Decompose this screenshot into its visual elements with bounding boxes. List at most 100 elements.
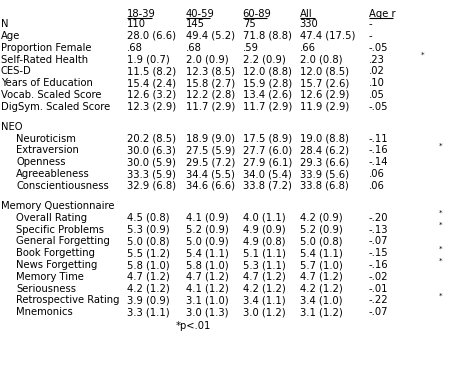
Text: 4.2 (1.2): 4.2 (1.2) <box>300 284 342 294</box>
Text: 4.1 (0.9): 4.1 (0.9) <box>186 213 228 223</box>
Text: 34.6 (6.6): 34.6 (6.6) <box>186 181 235 191</box>
Text: Agreeableness: Agreeableness <box>16 169 90 179</box>
Text: 20.2 (8.5): 20.2 (8.5) <box>127 134 176 144</box>
Text: 4.7 (1.2): 4.7 (1.2) <box>127 272 170 282</box>
Text: 3.0 (1.2): 3.0 (1.2) <box>243 307 285 317</box>
Text: 4.0 (1.1): 4.0 (1.1) <box>243 213 285 223</box>
Text: *: * <box>438 246 442 252</box>
Text: 12.0 (8.5): 12.0 (8.5) <box>300 66 348 76</box>
Text: 30.0 (5.9): 30.0 (5.9) <box>127 157 176 167</box>
Text: 28.0 (6.6): 28.0 (6.6) <box>127 31 176 41</box>
Text: 3.4 (1.0): 3.4 (1.0) <box>300 296 342 306</box>
Text: 5.8 (1.0): 5.8 (1.0) <box>127 260 170 270</box>
Text: 4.9 (0.9): 4.9 (0.9) <box>243 225 285 235</box>
Text: 27.9 (6.1): 27.9 (6.1) <box>243 157 292 167</box>
Text: 2.2 (0.9): 2.2 (0.9) <box>243 55 285 64</box>
Text: .68: .68 <box>186 43 201 53</box>
Text: 4.2 (1.2): 4.2 (1.2) <box>243 284 285 294</box>
Text: 12.0 (8.8): 12.0 (8.8) <box>243 66 292 76</box>
Text: Extraversion: Extraversion <box>16 146 79 156</box>
Text: 18.9 (9.0): 18.9 (9.0) <box>186 134 235 144</box>
Text: 5.1 (1.1): 5.1 (1.1) <box>243 248 285 258</box>
Text: N: N <box>1 19 9 29</box>
Text: 33.8 (6.8): 33.8 (6.8) <box>300 181 348 191</box>
Text: 5.5 (1.2): 5.5 (1.2) <box>127 248 170 258</box>
Text: .02: .02 <box>369 66 384 76</box>
Text: 11.7 (2.9): 11.7 (2.9) <box>243 102 292 112</box>
Text: 5.0 (0.9): 5.0 (0.9) <box>186 236 228 246</box>
Text: -.13: -.13 <box>369 225 388 235</box>
Text: NEO: NEO <box>1 122 22 132</box>
Text: 11.9 (2.9): 11.9 (2.9) <box>300 102 349 112</box>
Text: Memory Time: Memory Time <box>16 272 84 282</box>
Text: DigSym. Scaled Score: DigSym. Scaled Score <box>1 102 110 112</box>
Text: Vocab. Scaled Score: Vocab. Scaled Score <box>1 90 101 100</box>
Text: 15.7 (2.6): 15.7 (2.6) <box>300 78 349 88</box>
Text: Retrospective Rating: Retrospective Rating <box>16 296 119 306</box>
Text: General Forgetting: General Forgetting <box>16 236 110 246</box>
Text: 32.9 (6.8): 32.9 (6.8) <box>127 181 176 191</box>
Text: .06: .06 <box>369 169 384 179</box>
Text: -.07: -.07 <box>369 236 388 246</box>
Text: 30.0 (6.3): 30.0 (6.3) <box>127 146 176 156</box>
Text: .05: .05 <box>369 90 384 100</box>
Text: -.14: -.14 <box>369 157 388 167</box>
Text: 4.7 (1.2): 4.7 (1.2) <box>243 272 285 282</box>
Text: 60-89: 60-89 <box>243 9 272 20</box>
Text: Seriousness: Seriousness <box>16 284 76 294</box>
Text: Years of Education: Years of Education <box>1 78 93 88</box>
Text: 71.8 (8.8): 71.8 (8.8) <box>243 31 292 41</box>
Text: .59: .59 <box>243 43 259 53</box>
Text: 11.5 (8.2): 11.5 (8.2) <box>127 66 176 76</box>
Text: Openness: Openness <box>16 157 65 167</box>
Text: 5.4 (1.1): 5.4 (1.1) <box>300 248 342 258</box>
Text: 29.5 (7.2): 29.5 (7.2) <box>186 157 235 167</box>
Text: *p<.01: *p<.01 <box>175 321 211 331</box>
Text: *: * <box>421 52 425 58</box>
Text: Specific Problems: Specific Problems <box>16 225 104 235</box>
Text: *: * <box>438 293 442 299</box>
Text: -.20: -.20 <box>369 213 388 223</box>
Text: 110: 110 <box>127 19 146 29</box>
Text: 2.0 (0.8): 2.0 (0.8) <box>300 55 342 64</box>
Text: 13.4 (2.6): 13.4 (2.6) <box>243 90 292 100</box>
Text: 33.3 (5.9): 33.3 (5.9) <box>127 169 176 179</box>
Text: 145: 145 <box>186 19 205 29</box>
Text: 5.2 (0.9): 5.2 (0.9) <box>300 225 342 235</box>
Text: Conscientiousness: Conscientiousness <box>16 181 109 191</box>
Text: 12.2 (2.8): 12.2 (2.8) <box>186 90 235 100</box>
Text: 12.6 (3.2): 12.6 (3.2) <box>127 90 176 100</box>
Text: 75: 75 <box>243 19 255 29</box>
Text: Proportion Female: Proportion Female <box>1 43 91 53</box>
Text: 17.5 (8.9): 17.5 (8.9) <box>243 134 292 144</box>
Text: 29.3 (6.6): 29.3 (6.6) <box>300 157 349 167</box>
Text: All: All <box>300 9 312 20</box>
Text: Self-Rated Health: Self-Rated Health <box>1 55 88 64</box>
Text: -: - <box>369 31 373 41</box>
Text: 12.3 (2.9): 12.3 (2.9) <box>127 102 176 112</box>
Text: 5.8 (1.0): 5.8 (1.0) <box>186 260 228 270</box>
Text: 33.9 (5.6): 33.9 (5.6) <box>300 169 348 179</box>
Text: 34.0 (5.4): 34.0 (5.4) <box>243 169 292 179</box>
Text: 18-39: 18-39 <box>127 9 156 20</box>
Text: Overall Rating: Overall Rating <box>16 213 87 223</box>
Text: -.05: -.05 <box>369 102 388 112</box>
Text: -.22: -.22 <box>369 296 388 306</box>
Text: 27.5 (5.9): 27.5 (5.9) <box>186 146 235 156</box>
Text: .66: .66 <box>300 43 316 53</box>
Text: -.05: -.05 <box>369 43 388 53</box>
Text: 15.8 (2.7): 15.8 (2.7) <box>186 78 235 88</box>
Text: 3.1 (1.0): 3.1 (1.0) <box>186 296 228 306</box>
Text: 5.0 (0.8): 5.0 (0.8) <box>127 236 170 246</box>
Text: 5.4 (1.1): 5.4 (1.1) <box>186 248 228 258</box>
Text: 3.4 (1.1): 3.4 (1.1) <box>243 296 285 306</box>
Text: .06: .06 <box>369 181 384 191</box>
Text: 4.7 (1.2): 4.7 (1.2) <box>300 272 342 282</box>
Text: .10: .10 <box>369 78 384 88</box>
Text: 28.4 (6.2): 28.4 (6.2) <box>300 146 348 156</box>
Text: 5.7 (1.0): 5.7 (1.0) <box>300 260 342 270</box>
Text: .23: .23 <box>369 55 384 64</box>
Text: -.02: -.02 <box>369 272 388 282</box>
Text: 4.2 (1.2): 4.2 (1.2) <box>127 284 170 294</box>
Text: 3.0 (1.3): 3.0 (1.3) <box>186 307 228 317</box>
